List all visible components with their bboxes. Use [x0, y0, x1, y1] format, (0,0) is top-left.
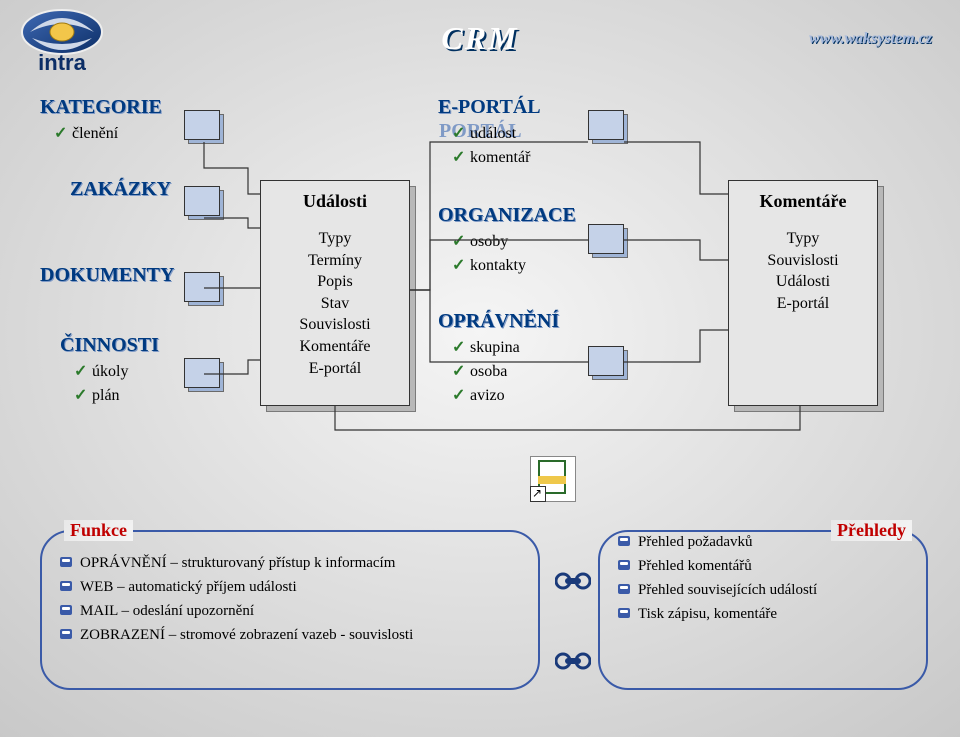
- heading-eportal: E-PORTÁLE-PORTÁL: [438, 96, 541, 119]
- box-line: Stav: [267, 293, 403, 315]
- box-line: Souvislosti: [267, 314, 403, 336]
- box-line: Komentáře: [267, 336, 403, 358]
- box-line: Události: [735, 271, 871, 293]
- sb-kategorie: [184, 110, 220, 140]
- box-udalosti: Události TypyTermínyPopisStavSouvislostiK…: [260, 180, 410, 406]
- list-kategorie: členění: [54, 122, 118, 146]
- heading-zakazky: ZAKÁZKYZAKÁZKY: [70, 178, 171, 201]
- sb-eportal: [588, 110, 624, 140]
- box-line: Typy: [735, 228, 871, 250]
- list-item: skupina: [452, 336, 520, 360]
- box-line: E-portál: [735, 293, 871, 315]
- list-eportal: událostkomentář: [452, 122, 530, 170]
- sb-opravneni: [588, 346, 624, 376]
- panel-item: ZOBRAZENÍ – stromové zobrazení vazeb - s…: [60, 623, 520, 647]
- panel-item: MAIL – odeslání upozornění: [60, 599, 520, 623]
- list-item: členění: [54, 122, 118, 146]
- sb-dokumenty: [184, 272, 220, 302]
- url-label: www.waksystem.cz www.waksystem.cz: [809, 30, 932, 48]
- panel-item: Přehled komentářů: [618, 554, 908, 578]
- link-icon: [555, 572, 591, 590]
- panel-item: Přehled požadavků: [618, 530, 908, 554]
- heading-opravneni: OPRÁVNĚNÍOPRÁVNĚNÍ: [438, 310, 559, 333]
- sb-cinnosti: [184, 358, 220, 388]
- panel-funkce: FunkceOPRÁVNĚNÍ – strukturovaný přístup …: [40, 530, 540, 690]
- list-item: kontakty: [452, 254, 526, 278]
- sb-zakazky: [184, 186, 220, 216]
- svg-text:intra: intra: [38, 50, 86, 75]
- link-icon: [555, 652, 591, 670]
- list-item: avizo: [452, 384, 520, 408]
- list-opravneni: skupinaosobaavizo: [452, 336, 520, 408]
- list-item: událost: [452, 122, 530, 146]
- panel-item: OPRÁVNĚNÍ – strukturovaný přístup k info…: [60, 551, 520, 575]
- page-title: CRM CRM: [441, 20, 518, 57]
- list-item: úkoly: [74, 360, 128, 384]
- list-organizace: osobykontakty: [452, 230, 526, 278]
- heading-organizace: ORGANIZACEORGANIZACE: [438, 204, 576, 227]
- panel-item: Tisk zápisu, komentáře: [618, 602, 908, 626]
- box-title: Komentáře: [735, 191, 871, 212]
- sb-organizace: [588, 224, 624, 254]
- box-line: Termíny: [267, 250, 403, 272]
- box-line: E-portál: [267, 358, 403, 380]
- logo: intra: [10, 6, 120, 78]
- list-item: osoba: [452, 360, 520, 384]
- box-line: Souvislosti: [735, 250, 871, 272]
- box-line: Popis: [267, 271, 403, 293]
- shortcut-icon: ↗: [530, 456, 576, 502]
- heading-cinnosti: ČINNOSTIČINNOSTI: [60, 334, 159, 357]
- panel-prehledy: PřehledyPřehled požadavkůPřehled komentá…: [598, 530, 928, 690]
- panel-title: Funkce: [64, 520, 133, 541]
- heading-dokumenty: DOKUMENTYDOKUMENTY: [40, 264, 174, 287]
- box-title: Události: [267, 191, 403, 212]
- list-item: komentář: [452, 146, 530, 170]
- panel-item: WEB – automatický příjem události: [60, 575, 520, 599]
- list-item: plán: [74, 384, 128, 408]
- panel-item: Přehled souvisejících událostí: [618, 578, 908, 602]
- list-item: osoby: [452, 230, 526, 254]
- heading-kategorie: KATEGORIEKATEGORIE: [40, 96, 162, 119]
- box-komentare: Komentáře TypySouvislostiUdálostiE-portál: [728, 180, 878, 406]
- box-line: Typy: [267, 228, 403, 250]
- list-cinnosti: úkolyplán: [74, 360, 128, 408]
